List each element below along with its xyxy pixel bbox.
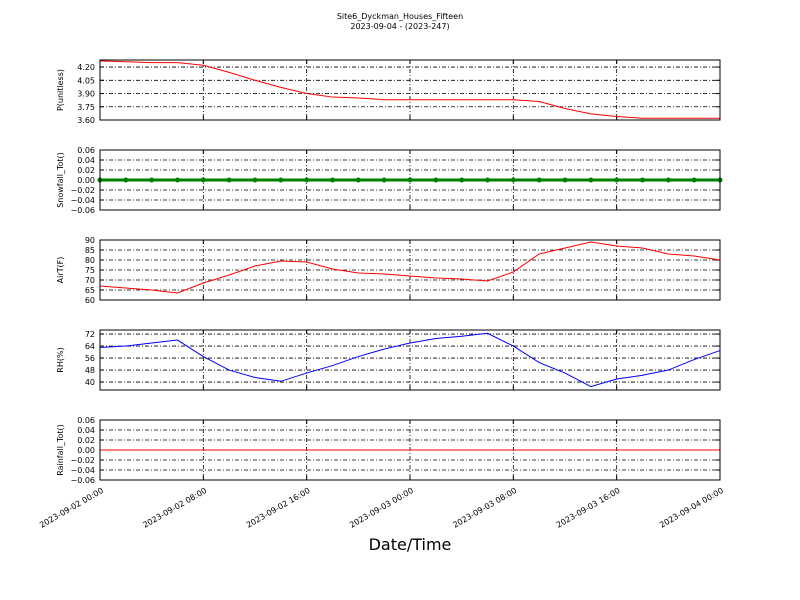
y-tick-label: 60 bbox=[85, 296, 95, 305]
y-tick-label: 65 bbox=[85, 286, 95, 295]
series-marker bbox=[510, 177, 516, 183]
y-tick-label: 70 bbox=[85, 276, 95, 285]
y-tick-label: 4.05 bbox=[77, 76, 95, 85]
plot-frame bbox=[99, 419, 721, 481]
y-tick-label: 0.04 bbox=[77, 426, 95, 435]
y-tick-label: 3.90 bbox=[77, 90, 95, 99]
y-tick-label: −0.06 bbox=[70, 206, 95, 215]
series-marker bbox=[433, 177, 439, 183]
series-marker bbox=[665, 177, 671, 183]
series-marker bbox=[459, 177, 465, 183]
y-tick-label: 64 bbox=[85, 342, 95, 351]
series-marker bbox=[588, 177, 594, 183]
x-axis-label: Date/Time bbox=[369, 535, 452, 554]
y-axis-label: Snowfall_Tot() bbox=[56, 152, 65, 208]
y-tick-label: −0.06 bbox=[70, 476, 95, 485]
series-line bbox=[99, 332, 721, 388]
y-tick-label: 0.06 bbox=[77, 416, 95, 425]
y-tick-label: 40 bbox=[85, 378, 95, 387]
plot-frame bbox=[99, 329, 721, 391]
series-marker bbox=[562, 177, 568, 183]
series-marker bbox=[691, 177, 697, 183]
series-marker bbox=[536, 177, 542, 183]
y-tick-label: 72 bbox=[85, 330, 95, 339]
plot-frame bbox=[99, 59, 721, 121]
series-marker bbox=[485, 177, 490, 183]
y-tick-label: −0.04 bbox=[70, 466, 95, 475]
y-axis-label: RH(%) bbox=[56, 347, 65, 372]
y-tick-label: 3.75 bbox=[77, 103, 95, 112]
y-tick-label: 0.00 bbox=[77, 446, 95, 455]
series-marker bbox=[304, 177, 310, 183]
y-tick-label: 0.04 bbox=[77, 156, 95, 165]
y-tick-label: 0.06 bbox=[77, 146, 95, 155]
series-marker bbox=[123, 177, 129, 183]
y-tick-label: 0.02 bbox=[77, 166, 95, 175]
chart-subtitle: 2023-09-04 - (2023-247) bbox=[350, 22, 449, 31]
y-tick-label: 75 bbox=[85, 266, 95, 275]
series-line bbox=[99, 60, 720, 119]
y-tick-label: 48 bbox=[85, 366, 95, 375]
y-tick-label: 3.60 bbox=[77, 116, 95, 125]
series-marker bbox=[640, 177, 645, 183]
chart-title: Site6_Dyckman_Houses_Fifteen bbox=[337, 12, 463, 21]
y-tick-label: 0.00 bbox=[77, 176, 95, 185]
y-axis-label: AirT(F) bbox=[56, 257, 65, 284]
series-marker bbox=[226, 177, 232, 183]
plot-frame bbox=[99, 149, 721, 211]
y-tick-label: 4.20 bbox=[77, 63, 95, 72]
y-tick-label: 90 bbox=[85, 236, 95, 245]
plot-frame bbox=[99, 239, 721, 301]
y-tick-label: 0.02 bbox=[77, 436, 95, 445]
y-tick-label: 80 bbox=[85, 256, 95, 265]
series-marker bbox=[355, 177, 361, 183]
series-marker bbox=[200, 177, 206, 183]
series-marker bbox=[149, 177, 155, 183]
y-axis-label: P(unitless) bbox=[56, 69, 65, 111]
series-marker bbox=[278, 177, 284, 183]
y-tick-label: 56 bbox=[85, 354, 95, 363]
y-tick-label: −0.02 bbox=[70, 456, 95, 465]
y-tick-label: −0.02 bbox=[70, 186, 95, 195]
y-tick-label: −0.04 bbox=[70, 196, 95, 205]
series-marker bbox=[614, 177, 620, 183]
series-marker bbox=[330, 177, 335, 183]
series-marker bbox=[407, 177, 413, 183]
series-marker bbox=[175, 177, 180, 183]
series-line bbox=[99, 241, 721, 294]
y-tick-label: 85 bbox=[85, 246, 95, 255]
series-marker bbox=[381, 177, 387, 183]
y-axis-label: Rainfall_Tot() bbox=[56, 424, 65, 476]
series-marker bbox=[252, 177, 258, 183]
